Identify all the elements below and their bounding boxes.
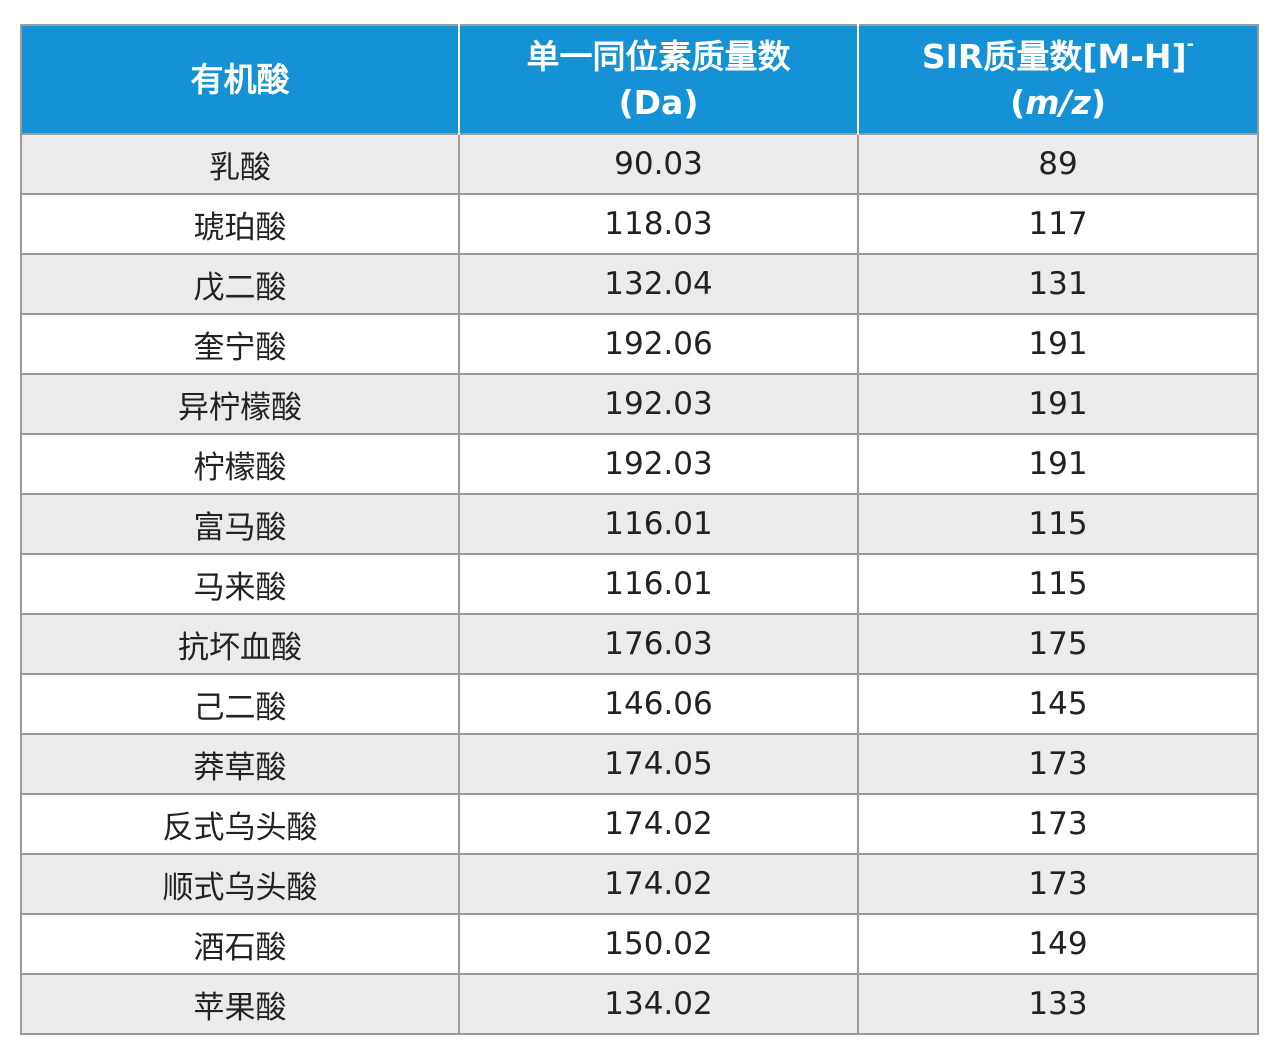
cell-monoisotopic-mass: 176.03 bbox=[458, 613, 859, 675]
cell-monoisotopic-mass: 192.03 bbox=[458, 373, 859, 435]
cell-sir-mass: 173 bbox=[857, 793, 1259, 855]
cell-monoisotopic-mass: 174.02 bbox=[458, 853, 859, 915]
header-sir-mass-unit-mz: m/z bbox=[1025, 82, 1091, 122]
cell-sir-mass: 89 bbox=[857, 133, 1259, 195]
cell-organic-acid: 苹果酸 bbox=[20, 973, 460, 1035]
cell-organic-acid: 奎宁酸 bbox=[20, 313, 460, 375]
table-row: 奎宁酸 192.06 191 bbox=[20, 313, 1259, 375]
header-organic-acid: 有机酸 bbox=[21, 25, 460, 134]
cell-sir-mass: 131 bbox=[857, 253, 1259, 315]
cell-monoisotopic-mass: 116.01 bbox=[458, 493, 859, 555]
cell-organic-acid: 抗坏血酸 bbox=[20, 613, 460, 675]
table-row: 己二酸 146.06 145 bbox=[20, 673, 1259, 735]
header-sir-mass-unit-open: ( bbox=[1010, 82, 1026, 122]
cell-sir-mass: 117 bbox=[857, 193, 1259, 255]
cell-sir-mass: 173 bbox=[857, 733, 1259, 795]
header-row: 有机酸 单一同位素质量数 (Da) SIR质量数[M-H]- (m/z) bbox=[21, 25, 1258, 134]
cell-monoisotopic-mass: 192.03 bbox=[458, 433, 859, 495]
table-row: 酒石酸 150.02 149 bbox=[20, 913, 1259, 975]
header-monoisotopic-mass: 单一同位素质量数 (Da) bbox=[458, 25, 859, 134]
cell-monoisotopic-mass: 116.01 bbox=[458, 553, 859, 615]
cell-monoisotopic-mass: 174.05 bbox=[458, 733, 859, 795]
header-monoisotopic-mass-unit: (Da) bbox=[618, 82, 699, 122]
table-row: 柠檬酸 192.03 191 bbox=[20, 433, 1259, 495]
table-row: 乳酸 90.03 89 bbox=[20, 133, 1259, 195]
cell-monoisotopic-mass: 174.02 bbox=[458, 793, 859, 855]
cell-monoisotopic-mass: 134.02 bbox=[458, 973, 859, 1035]
cell-monoisotopic-mass: 146.06 bbox=[458, 673, 859, 735]
table-row: 异柠檬酸 192.03 191 bbox=[20, 373, 1259, 435]
cell-sir-mass: 191 bbox=[857, 433, 1259, 495]
cell-sir-mass: 115 bbox=[857, 553, 1259, 615]
header-monoisotopic-mass-line1: 单一同位素质量数 bbox=[526, 36, 791, 76]
cell-sir-mass: 133 bbox=[857, 973, 1259, 1035]
table-header: 有机酸 单一同位素质量数 (Da) SIR质量数[M-H]- (m/z) bbox=[21, 25, 1258, 134]
cell-organic-acid: 己二酸 bbox=[20, 673, 460, 735]
cell-organic-acid: 反式乌头酸 bbox=[20, 793, 460, 855]
cell-organic-acid: 柠檬酸 bbox=[20, 433, 460, 495]
table-row: 莽草酸 174.05 173 bbox=[20, 733, 1259, 795]
cell-organic-acid: 马来酸 bbox=[20, 553, 460, 615]
cell-organic-acid: 琥珀酸 bbox=[20, 193, 460, 255]
cell-organic-acid: 戊二酸 bbox=[20, 253, 460, 315]
cell-sir-mass: 175 bbox=[857, 613, 1259, 675]
table-row: 富马酸 116.01 115 bbox=[20, 493, 1259, 555]
cell-monoisotopic-mass: 118.03 bbox=[458, 193, 859, 255]
cell-organic-acid: 异柠檬酸 bbox=[20, 373, 460, 435]
header-sir-mass-line1: SIR质量数[M-H] bbox=[921, 36, 1187, 76]
table-row: 顺式乌头酸 174.02 173 bbox=[20, 853, 1259, 915]
cell-monoisotopic-mass: 150.02 bbox=[458, 913, 859, 975]
cell-sir-mass: 149 bbox=[857, 913, 1259, 975]
table-row: 琥珀酸 118.03 117 bbox=[20, 193, 1259, 255]
cell-monoisotopic-mass: 132.04 bbox=[458, 253, 859, 315]
cell-organic-acid: 顺式乌头酸 bbox=[20, 853, 460, 915]
cell-sir-mass: 173 bbox=[857, 853, 1259, 915]
cell-organic-acid: 莽草酸 bbox=[20, 733, 460, 795]
cell-sir-mass: 191 bbox=[857, 373, 1259, 435]
cell-monoisotopic-mass: 90.03 bbox=[458, 133, 859, 195]
cell-sir-mass: 115 bbox=[857, 493, 1259, 555]
table-row: 抗坏血酸 176.03 175 bbox=[20, 613, 1259, 675]
table-row: 苹果酸 134.02 133 bbox=[20, 973, 1259, 1035]
organic-acid-table-container: 有机酸 单一同位素质量数 (Da) SIR质量数[M-H]- (m/z) 乳酸 9… bbox=[20, 24, 1259, 1035]
cell-organic-acid: 酒石酸 bbox=[20, 913, 460, 975]
organic-acid-mass-table: 有机酸 单一同位素质量数 (Da) SIR质量数[M-H]- (m/z) 乳酸 9… bbox=[20, 24, 1259, 1035]
table-body: 乳酸 90.03 89 琥珀酸 118.03 117 戊二酸 132.04 131 奎宁酸 192.… bbox=[20, 133, 1259, 1035]
table-row: 反式乌头酸 174.02 173 bbox=[20, 793, 1259, 855]
header-sir-mass-charge: - bbox=[1186, 33, 1195, 55]
cell-monoisotopic-mass: 192.06 bbox=[458, 313, 859, 375]
cell-sir-mass: 191 bbox=[857, 313, 1259, 375]
table-row: 马来酸 116.01 115 bbox=[20, 553, 1259, 615]
header-sir-mass-unit-close: ) bbox=[1090, 82, 1106, 122]
cell-sir-mass: 145 bbox=[857, 673, 1259, 735]
cell-organic-acid: 乳酸 bbox=[20, 133, 460, 195]
header-organic-acid-label: 有机酸 bbox=[190, 59, 290, 99]
table-row: 戊二酸 132.04 131 bbox=[20, 253, 1259, 315]
header-sir-mass: SIR质量数[M-H]- (m/z) bbox=[857, 25, 1258, 134]
cell-organic-acid: 富马酸 bbox=[20, 493, 460, 555]
